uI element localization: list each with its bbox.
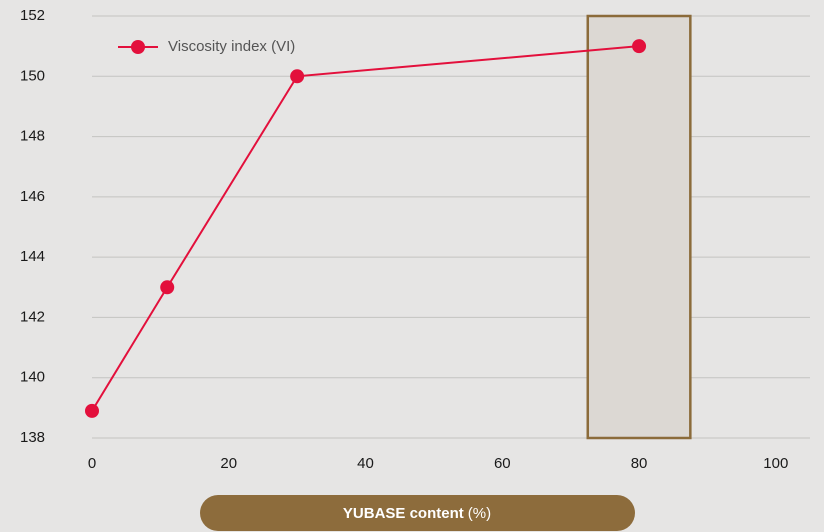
data-point xyxy=(85,403,99,418)
x-tick-label: 100 xyxy=(763,455,788,472)
highlight-band xyxy=(586,14,692,440)
y-tick-label: 142 xyxy=(20,308,45,325)
y-tick-label: 146 xyxy=(20,188,45,205)
y-tick-label: 144 xyxy=(20,248,45,265)
x-label-main: YUBASE content xyxy=(343,505,464,522)
y-tick-label: 148 xyxy=(20,128,45,145)
x-tick-label: 80 xyxy=(631,455,648,472)
x-axis-label: YUBASE content (%) xyxy=(343,505,491,522)
x-tick-label: 40 xyxy=(357,455,374,472)
y-tick-label: 138 xyxy=(20,429,45,446)
data-point xyxy=(290,69,305,84)
data-point xyxy=(632,39,647,54)
y-tick-label: 152 xyxy=(20,7,45,24)
x-tick-label: 20 xyxy=(220,455,237,472)
x-tick-label: 0 xyxy=(88,455,96,472)
legend-label: Viscosity index (VI) xyxy=(168,38,295,55)
x-label-unit: (%) xyxy=(468,505,491,522)
y-tick-label: 150 xyxy=(20,67,45,84)
legend-marker xyxy=(131,40,145,54)
y-tick-label: 140 xyxy=(20,369,45,386)
x-label-pill xyxy=(200,495,635,531)
series-line xyxy=(91,45,640,412)
data-point xyxy=(160,280,175,295)
x-tick-label: 60 xyxy=(494,455,511,472)
